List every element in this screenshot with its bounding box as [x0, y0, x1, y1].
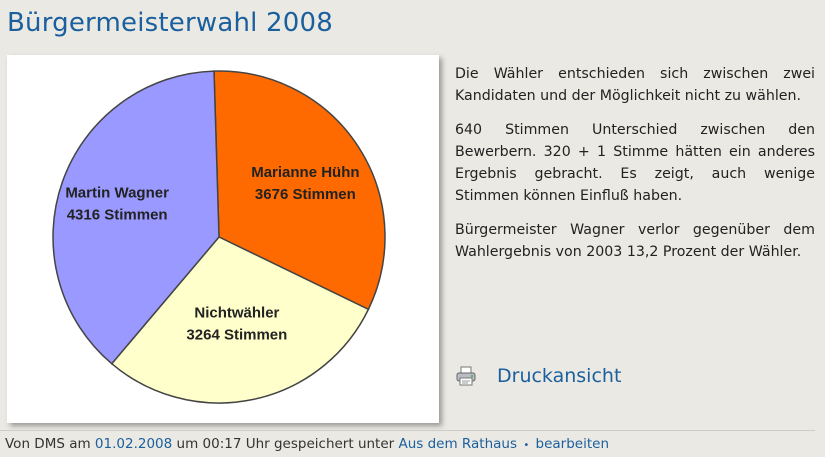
footer-edit-link[interactable]: bearbeiten	[535, 436, 609, 452]
pie-slice-martin-wagner	[52, 70, 220, 365]
footer-date-link[interactable]: 01.02.2008	[94, 436, 173, 452]
article-body: Die Wähler entschieden sich zwischen zwe…	[455, 63, 815, 275]
pie-value-label-martin-wagner: 4316 Stimmen	[67, 206, 168, 223]
pie-chart-image: Marianne Hühn 3676 Stimmen Nichtwähler 3264…	[7, 55, 439, 423]
pie-slice-marianne-h-hn	[213, 70, 386, 311]
pie-value-label-nichtw-hler: 3264 Stimmen	[186, 326, 287, 343]
pie-slice-nichtw-hler	[110, 236, 370, 404]
paragraph-1: Die Wähler entschieden sich zwischen zwe…	[455, 66, 815, 104]
print-view-label[interactable]: Druckansicht	[497, 365, 622, 387]
pie-label-nichtw-hler: Nichtwähler	[194, 304, 279, 321]
print-view-link[interactable]: Druckansicht	[455, 365, 621, 387]
printer-icon	[455, 365, 477, 387]
footer-middle: um 00:17 Uhr gespeichert unter	[176, 436, 395, 452]
paragraph-2: 640 Stimmen Unterschied zwischen den Bew…	[455, 122, 815, 204]
pie-label-marianne-h-hn: Marianne Hühn	[251, 164, 359, 181]
post-footer: Von DMS am 01.02.2008 um 00:17 Uhr gespe…	[5, 436, 609, 452]
paragraph-3: Bürgermeister Wagner verlor gegenüber de…	[455, 222, 815, 260]
pie-chart: Marianne Hühn 3676 Stimmen Nichtwähler 3264…	[52, 70, 386, 404]
pie-label-martin-wagner: Martin Wagner	[65, 184, 169, 201]
footer-bullet: •	[523, 440, 530, 451]
page-title: Bürgermeisterwahl 2008	[7, 8, 333, 38]
footer-prefix: Von DMS am	[5, 436, 91, 452]
footer-category-link[interactable]: Aus dem Rathaus	[398, 436, 518, 452]
footer-divider	[0, 430, 815, 431]
pie-value-label-marianne-h-hn: 3676 Stimmen	[255, 186, 356, 203]
